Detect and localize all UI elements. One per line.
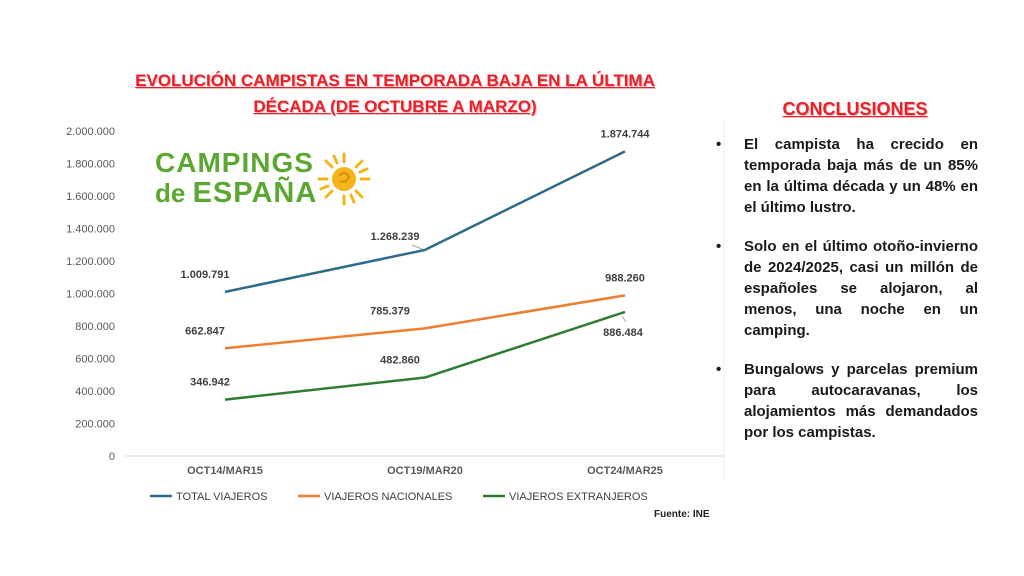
logo-text-espana: ESPAÑA bbox=[192, 177, 318, 209]
conclusions-title: CONCLUSIONES bbox=[782, 99, 928, 119]
sun-icon bbox=[317, 152, 371, 206]
chart-title: EVOLUCIÓN CAMPISTAS EN TEMPORADA BAJA EN… bbox=[135, 71, 655, 116]
x-tick-label: OCT14/MAR15 bbox=[187, 465, 263, 477]
data-label: 1.874.744 bbox=[601, 128, 651, 140]
bullet-icon: • bbox=[716, 361, 722, 378]
bullet-icon: • bbox=[716, 136, 722, 153]
conclusion-item: • Solo en el último otoño-invierno de 202… bbox=[716, 236, 978, 341]
source-note: Fuente: INE bbox=[654, 509, 710, 520]
y-tick-label: 1.400.000 bbox=[66, 224, 115, 236]
y-tick-label: 200.000 bbox=[75, 419, 115, 431]
series-line bbox=[224, 294, 626, 350]
y-tick-label: 400.000 bbox=[75, 386, 115, 398]
conclusion-text: El campista ha crecido en temporada baja… bbox=[744, 136, 978, 216]
y-tick-label: 800.000 bbox=[75, 321, 115, 333]
y-tick-label: 2.000.000 bbox=[66, 126, 115, 138]
legend-label: VIAJEROS NACIONALES bbox=[324, 491, 452, 503]
data-label: 988.260 bbox=[605, 272, 645, 284]
legend-label: VIAJEROS EXTRANJEROS bbox=[509, 491, 648, 503]
y-tick-label: 600.000 bbox=[75, 354, 115, 366]
logo-text-de: de bbox=[155, 178, 186, 208]
leader-line bbox=[621, 315, 627, 323]
logo-text-de-espana: de ESPAÑA bbox=[155, 178, 317, 208]
data-label: 886.484 bbox=[603, 327, 644, 339]
y-tick-label: 0 bbox=[109, 451, 115, 463]
conclusion-item: • Bungalows y parcelas premium para autoc… bbox=[716, 359, 978, 443]
y-tick-label: 1.600.000 bbox=[66, 191, 115, 203]
data-label: 1.009.791 bbox=[181, 269, 230, 281]
data-labels: 1.009.791 1.268.239 1.874.744 662.847 785.37… bbox=[181, 128, 651, 388]
bullet-icon: • bbox=[716, 238, 722, 255]
y-tick-label: 1.200.000 bbox=[66, 256, 115, 268]
data-label: 346.942 bbox=[190, 377, 230, 389]
x-tick-label: OCT19/MAR20 bbox=[387, 465, 463, 477]
data-label: 662.847 bbox=[185, 325, 225, 337]
x-axis: OCT14/MAR15 OCT19/MAR20 OCT24/MAR25 bbox=[125, 455, 724, 477]
conclusion-text: Solo en el último otoño-invierno de 2024… bbox=[744, 238, 978, 339]
x-tick-label: OCT24/MAR25 bbox=[587, 465, 663, 477]
conclusion-item: • El campista ha crecido en temporada baj… bbox=[716, 134, 978, 218]
y-tick-label: 1.000.000 bbox=[66, 289, 115, 301]
legend-label: TOTAL VIAJEROS bbox=[176, 491, 268, 503]
data-label: 482.860 bbox=[380, 355, 420, 367]
conclusion-text: Bungalows y parcelas premium para autoca… bbox=[744, 361, 978, 441]
data-label: 1.268.239 bbox=[371, 231, 420, 243]
series-line bbox=[224, 310, 626, 401]
y-axis: 0 200.000 400.000 600.000 800.000 1.000.000 1.… bbox=[66, 126, 115, 463]
legend: TOTAL VIAJEROS VIAJEROS NACIONALES VIAJERO… bbox=[150, 491, 648, 503]
logo-text-campings: CAMPINGS bbox=[155, 147, 314, 178]
series-lines bbox=[224, 150, 626, 401]
campings-de-espana-logo: CAMPINGS de ESPAÑA bbox=[155, 148, 385, 218]
conclusions-list: • El campista ha crecido en temporada baj… bbox=[716, 134, 978, 461]
y-tick-label: 1.800.000 bbox=[66, 159, 115, 171]
data-label: 785.379 bbox=[370, 305, 410, 317]
leader-line bbox=[411, 244, 423, 250]
series-line bbox=[224, 150, 626, 294]
